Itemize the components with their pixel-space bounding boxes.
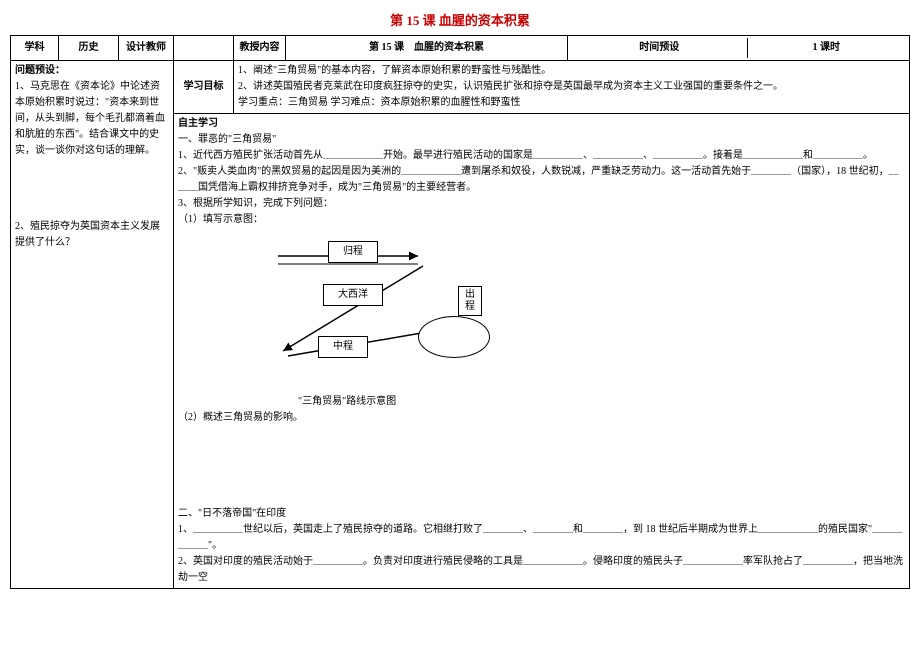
left-column: 问题预设： 1、马克思在《资本论》中论述资本原始积累时说过："资本来到世间，从头… (11, 61, 174, 589)
sec1-line1: 1、近代西方殖民扩张活动首先从＿＿＿＿＿＿开始。最早进行殖民活动的国家是＿＿＿＿… (178, 148, 905, 164)
sec1-line2: 2、"贩卖人类血肉"的黑奴贸易的起因是因为美洲的＿＿＿＿＿＿遭到屠杀和奴役，人数… (178, 164, 905, 196)
goal-content: 1、阐述"三角贸易"的基本内容，了解资本原始积累的野蛮性与残酷性。 2、讲述英国… (234, 61, 910, 114)
triangle-diagram: 归程 大西洋 中程 出 程 (218, 236, 578, 386)
diagram-guicheng: 归程 (328, 241, 378, 263)
val-subject: 历史 (59, 36, 119, 61)
diagram-chucheng: 出 程 (458, 286, 482, 316)
main-table: 学科 历史 设计教师 教授内容 第 15 课 血腥的资本积累 时间预设 1 课时… (10, 35, 910, 589)
sec2-title: 二、"日不落帝国"在印度 (178, 506, 905, 522)
sec1-line3b: （2）概述三角贸易的影响。 (178, 410, 905, 426)
diagram-lines (218, 236, 578, 386)
hdr-subject: 学科 (11, 36, 59, 61)
diagram-caption: "三角贸易"路线示意图 (298, 394, 905, 410)
hdr-content: 教授内容 (234, 36, 286, 61)
diagram-daxiyang: 大西洋 (323, 284, 383, 306)
goal-label: 学习目标 (174, 61, 234, 114)
val-content: 第 15 课 血腥的资本积累 (286, 36, 568, 61)
question-2: 2、殖民掠夺为英国资本主义发展提供了什么？ (15, 219, 169, 251)
sec1-line3a: （1）填写示意图： (178, 212, 905, 228)
val-time: 1 课时 (747, 38, 905, 58)
sec2-line1: 1、＿＿＿＿＿世纪以后，英国走上了殖民掠夺的道路。它相继打败了＿＿＿＿、＿＿＿＿… (178, 522, 905, 554)
main-content: 自主学习 一、罪恶的"三角贸易" 1、近代西方殖民扩张活动首先从＿＿＿＿＿＿开始… (174, 114, 910, 589)
hdr-teacher: 设计教师 (119, 36, 174, 61)
question-1: 1、马克思在《资本论》中论述资本原始积累时说过："资本来到世间，从头到脚，每个毛… (15, 79, 169, 159)
diagram-ellipse (418, 316, 490, 358)
sec2-line2: 2、英国对印度的殖民活动始于＿＿＿＿＿。负责对印度进行殖民侵略的工具是＿＿＿＿＿… (178, 554, 905, 586)
sec1-line3: 3、根据所学知识，完成下列问题： (178, 196, 905, 212)
preset-label: 问题预设： (15, 63, 169, 79)
sec1-title: 一、罪恶的"三角贸易" (178, 132, 905, 148)
page-title: 第 15 课 血腥的资本积累 (10, 10, 910, 29)
diagram-zhongcheng: 中程 (318, 336, 368, 358)
self-study-head: 自主学习 (178, 116, 905, 132)
hdr-time: 时间预设 (572, 38, 747, 58)
val-teacher (174, 36, 234, 61)
